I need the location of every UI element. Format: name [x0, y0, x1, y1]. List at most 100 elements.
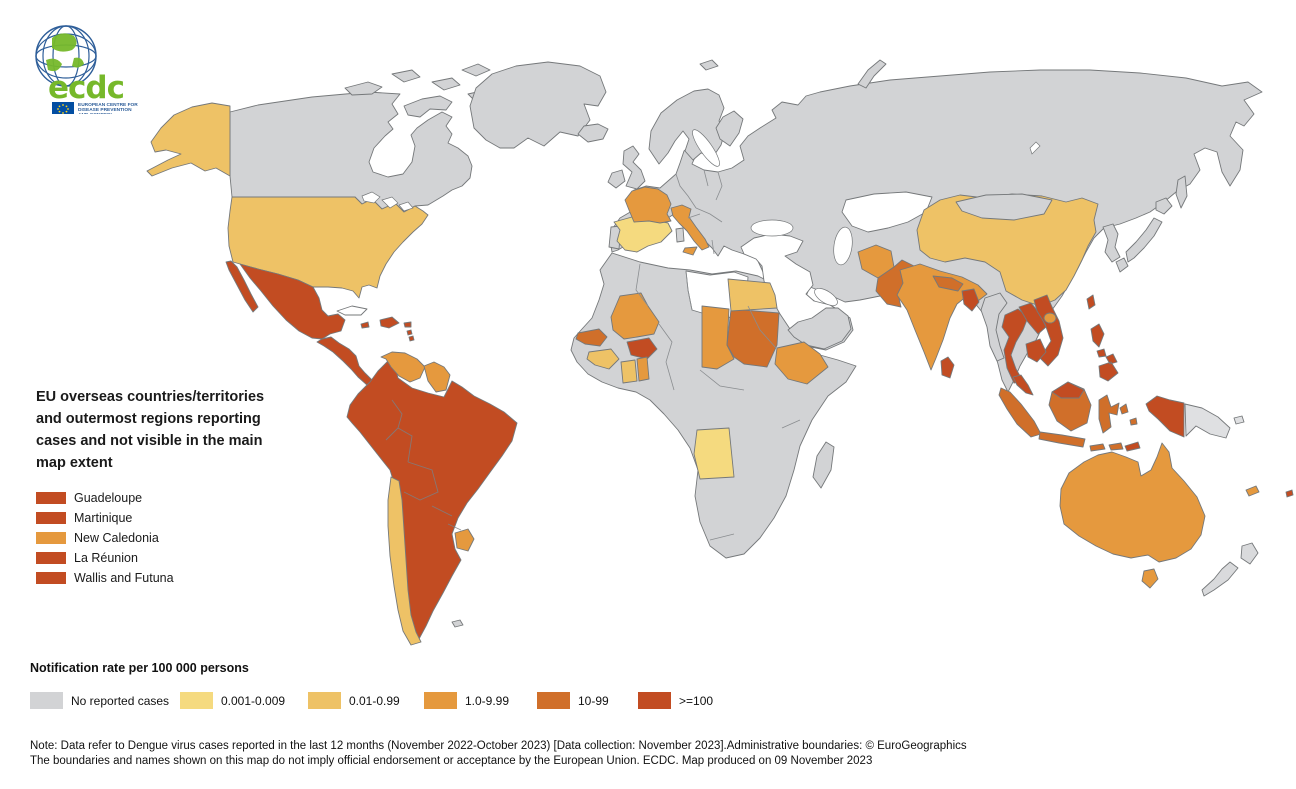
country-alaska — [146, 102, 231, 177]
swatch-la-reunion — [36, 552, 66, 564]
country-japan — [1115, 197, 1173, 273]
country-finland — [715, 110, 744, 147]
overseas-item-wallis-futuna: Wallis and Futuna — [36, 568, 266, 588]
islands-antilles — [406, 329, 415, 342]
rate-item-001-099: 0.01-0.99 — [308, 692, 400, 709]
island-svalbard — [699, 59, 719, 71]
rate-item-gte100: >=100 — [638, 692, 713, 709]
swatch-guadeloupe — [36, 492, 66, 504]
island-java — [1038, 431, 1086, 448]
island-sardinia — [675, 227, 685, 243]
territory-new-caledonia — [1245, 485, 1260, 497]
island-taiwan — [1086, 294, 1096, 310]
europe-borders — [675, 169, 723, 255]
island-baffin — [403, 95, 453, 118]
country-jamaica — [360, 321, 370, 329]
country-cambodia — [1025, 338, 1047, 363]
region-malaysian-borneo — [1051, 381, 1085, 399]
country-venezuela — [380, 351, 426, 383]
country-mexico — [225, 260, 346, 340]
rate-item-10-99: 10-99 — [537, 692, 609, 709]
logo-org-line2: DISEASE PREVENTION — [78, 107, 132, 113]
overseas-item-new-caledonia: New Caledonia — [36, 528, 266, 548]
overseas-legend-title: EU overseas countries/territories and ou… — [36, 389, 265, 471]
country-greenland — [469, 61, 607, 149]
island-timor — [1124, 441, 1141, 452]
region-guyanas — [423, 361, 451, 393]
eu-flag-stars — [57, 104, 69, 114]
country-png — [1184, 403, 1245, 439]
island-sulawesi — [1098, 394, 1120, 434]
island-novaya-zemlya — [857, 59, 887, 89]
country-ireland — [607, 169, 626, 189]
country-iceland — [577, 123, 609, 143]
overseas-legend: EU overseas countries/territories and ou… — [36, 386, 266, 588]
overseas-item-la-reunion: La Réunion — [36, 548, 266, 568]
country-uruguay — [454, 528, 475, 552]
logo-org-line1: EUROPEAN CENTRE FOR — [78, 102, 138, 108]
persian-gulf — [814, 288, 838, 306]
country-philippines — [1090, 323, 1119, 382]
country-sri-lanka — [940, 356, 955, 379]
country-fiji — [1285, 489, 1294, 498]
islands-lesser-sunda — [1089, 442, 1124, 452]
country-guinea — [586, 348, 620, 370]
swatch-10-999 — [424, 692, 457, 709]
ecdc-logo: ecdc EUROPEAN CENTRE FOR DISEASE PREVENT… — [35, 25, 138, 114]
country-burkina-faso — [626, 337, 658, 360]
country-korea — [1102, 223, 1121, 263]
country-ghana — [620, 359, 638, 384]
country-bangladesh — [961, 288, 980, 312]
globe-continents — [46, 33, 84, 72]
island-sakhalin — [1175, 175, 1188, 209]
country-kazakhstan — [841, 191, 933, 233]
country-chad — [701, 305, 735, 370]
swatch-new-caledonia — [36, 532, 66, 544]
rate-item-no-cases: No reported cases — [30, 692, 169, 709]
country-egypt — [727, 278, 778, 312]
country-senegal — [575, 328, 608, 347]
swatch-wallis-futuna — [36, 572, 66, 584]
eu-flag-icon — [52, 102, 74, 114]
country-ethiopia — [774, 341, 829, 385]
country-australia — [1059, 442, 1206, 589]
black-sea — [750, 219, 794, 237]
overseas-item-guadeloupe: Guadeloupe — [36, 488, 266, 508]
sa-internal-borders — [385, 399, 462, 531]
country-france — [624, 186, 672, 224]
rate-legend: Notification rate per 100 000 persons No… — [30, 661, 930, 721]
caspian-sea — [833, 226, 853, 266]
island-sumatra — [998, 387, 1042, 438]
overseas-item-martinique: Martinique — [36, 508, 266, 528]
note-line1: Note: Data refer to Dengue virus cases r… — [30, 740, 967, 752]
country-italy — [670, 204, 710, 256]
region-west-papua — [1145, 395, 1185, 438]
logo-acronym: ecdc — [48, 70, 124, 106]
swatch-no-cases — [30, 692, 63, 709]
country-chile — [387, 476, 422, 646]
island-hainan — [1043, 312, 1057, 324]
region-togo-benin — [636, 356, 650, 382]
country-new-zealand — [1201, 542, 1259, 597]
note-line2: The boundaries and names shown on this m… — [30, 755, 873, 767]
country-uk — [622, 145, 646, 190]
country-angola — [693, 427, 735, 480]
islands-maluku — [1119, 403, 1138, 426]
region-malay-peninsula — [1012, 374, 1034, 396]
country-china — [916, 193, 1099, 307]
island-madagascar — [812, 441, 835, 489]
swatch-0001-0009 — [180, 692, 213, 709]
region-south-america — [346, 356, 518, 640]
rate-legend-title: Notification rate per 100 000 persons — [30, 661, 249, 675]
country-sudan — [726, 308, 780, 368]
rate-item-0001-0009: 0.001-0.009 — [180, 692, 285, 709]
country-nepal — [932, 275, 964, 292]
lake-baikal — [1029, 141, 1041, 155]
country-canada — [229, 91, 473, 213]
rate-item-10-999: 1.0-9.99 — [424, 692, 509, 709]
country-cuba — [336, 305, 368, 316]
island-hispaniola — [379, 316, 400, 329]
country-vietnam — [1033, 294, 1064, 367]
great-lakes — [361, 191, 414, 212]
